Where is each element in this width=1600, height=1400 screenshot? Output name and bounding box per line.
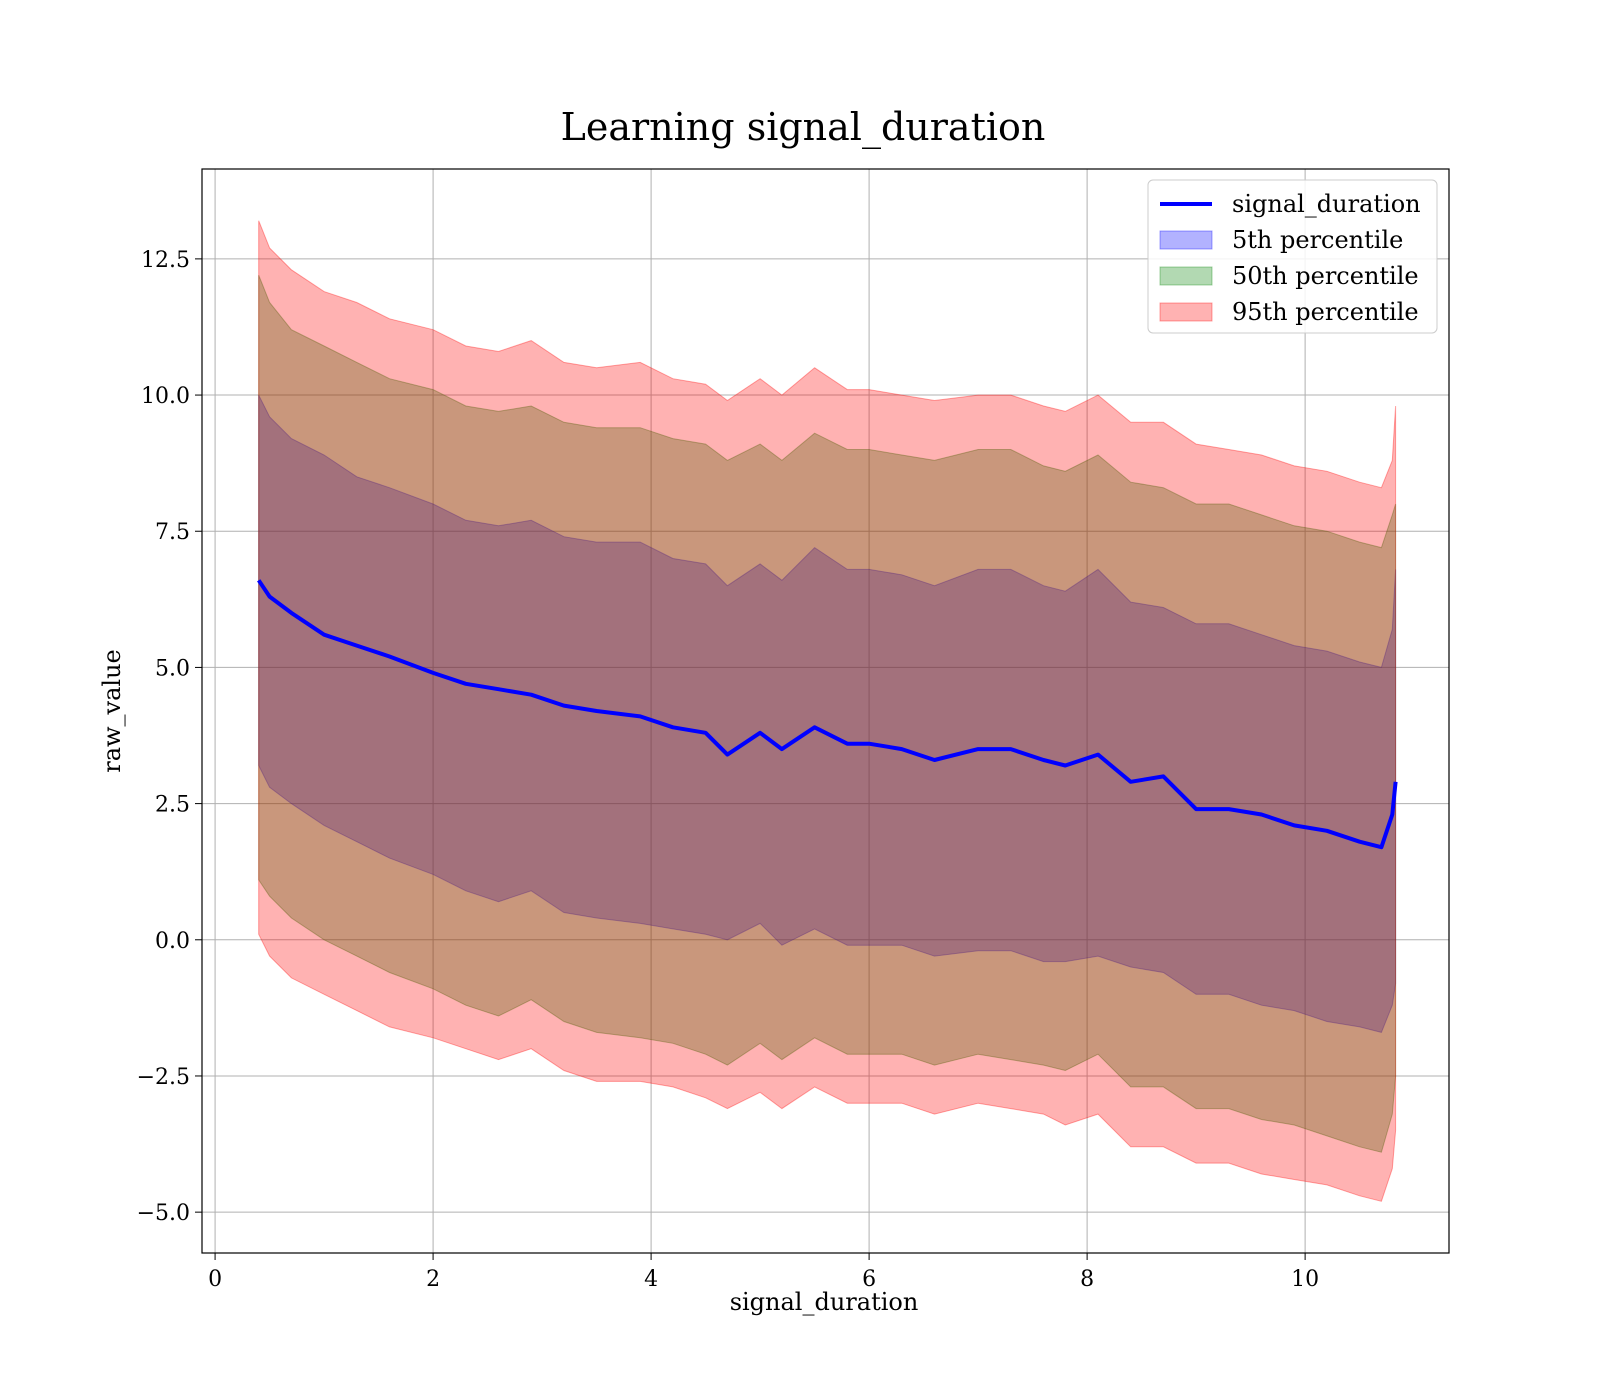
band-5th-percentile [258,394,1397,1033]
legend-entry-label: 50th percentile [1232,262,1419,290]
y-tick-label: 7.5 [155,520,190,545]
legend-swatch [1159,302,1213,322]
legend-entry-label: 95th percentile [1232,298,1419,326]
x-axis-label: signal_duration [730,1288,919,1316]
x-tick-label: 8 [1080,1267,1094,1292]
legend-frame [1147,179,1438,334]
x-tick-label: 6 [862,1267,876,1292]
legend-swatch [1159,266,1213,286]
x-axis-ticks: 0 2 4 6 8 10 [208,1253,1319,1292]
legend: signal_duration 5th percentile 50th percen… [1147,179,1438,334]
y-axis-label: raw_value [98,649,126,773]
x-tick-label: 10 [1291,1267,1319,1292]
band-50th-percentile [258,275,1397,1153]
y-tick-label: −2.5 [137,1065,190,1090]
x-tick-label: 4 [644,1267,658,1292]
chart-title: Learning signal_duration [561,105,1046,150]
band-95th-percentile [258,220,1397,1202]
y-tick-label: −5.0 [137,1201,190,1226]
legend-entry-label: 5th percentile [1232,226,1403,254]
y-tick-label: 2.5 [155,793,190,818]
y-axis-ticks: −5.0 −2.5 0.0 2.5 5.0 7.5 10.0 12.5 [137,248,202,1226]
gridlines [202,169,1449,1253]
x-tick-label: 0 [208,1267,222,1292]
x-tick-label: 2 [426,1267,440,1292]
y-tick-label: 0.0 [155,929,190,954]
plot-frame [201,168,1450,1254]
y-tick-label: 5.0 [155,656,190,681]
legend-entry-label: signal_duration [1232,190,1421,218]
y-tick-label: 12.5 [141,248,190,273]
percentile-bands [258,220,1397,1202]
line-signal-duration [257,579,1398,850]
data-lines [257,579,1398,850]
legend-swatch [1159,230,1213,250]
y-tick-label: 10.0 [141,384,190,409]
